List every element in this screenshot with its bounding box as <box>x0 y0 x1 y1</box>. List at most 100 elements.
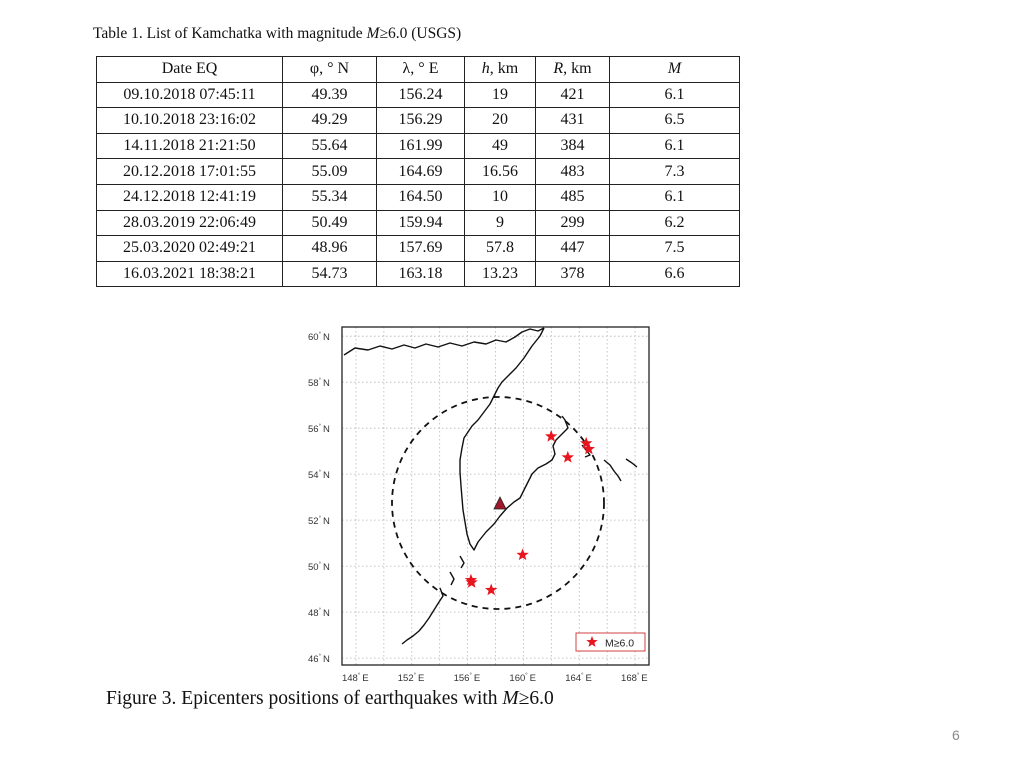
table-cell: 431 <box>535 107 610 134</box>
table-cell: 164.69 <box>376 158 465 185</box>
table-header-cell: h, km <box>464 56 536 83</box>
table-row: 20.12.2018 17:01:55 55.09 164.69 16.56 483 7.… <box>96 158 740 185</box>
table-cell: 48.96 <box>282 235 377 262</box>
table-cell: 483 <box>535 158 610 185</box>
latitude-labels: 60° N 58° N 56° N 54° N 52° N 50° N 48° N 46° N <box>308 332 330 665</box>
table-row: 14.11.2018 21:21:50 55.64 161.99 49 384 6.1 <box>96 132 740 160</box>
latitude-label: 54° N <box>308 470 330 481</box>
latitude-label: 48° N <box>308 608 330 619</box>
epicenter-star <box>580 436 593 449</box>
latitude-label: 60° N <box>308 332 330 343</box>
table-cell: 55.64 <box>282 132 377 160</box>
map-legend: M≥6.0 <box>575 632 646 652</box>
table-cell: 6.2 <box>609 209 740 237</box>
table-cell: 161.99 <box>376 132 465 160</box>
map-grid <box>342 327 649 665</box>
epicenter-star <box>516 548 529 561</box>
coastline <box>343 327 638 645</box>
table-row: 28.03.2019 22:06:49 50.49 159.94 9 299 6.2 <box>96 209 740 237</box>
table-cell: 20.12.2018 17:01:55 <box>96 158 283 185</box>
epicenter-star <box>465 576 478 588</box>
table-cell: 6.1 <box>609 183 740 211</box>
table-cell: 13.23 <box>464 260 536 288</box>
table-cell: 159.94 <box>376 209 465 237</box>
table-row: 25.03.2020 02:49:21 48.96 157.69 57.8 447 7.5 <box>96 235 740 262</box>
table-cell: 24.12.2018 12:41:19 <box>96 183 283 211</box>
table-header-cell: Date EQ <box>96 56 283 83</box>
table-cell: 6.1 <box>609 132 740 160</box>
table-cell: 485 <box>535 183 610 211</box>
table-cell: 55.09 <box>282 158 377 185</box>
table-cell: 55.34 <box>282 183 377 211</box>
table-caption: Table 1. List of Kamchatka with magnitud… <box>93 25 462 42</box>
epicenter-star <box>561 450 574 463</box>
epicenter-star <box>485 583 498 596</box>
table-cell: 28.03.2019 22:06:49 <box>96 209 283 237</box>
table-cell: 7.5 <box>609 235 740 262</box>
longitude-label: 156° E <box>454 673 481 684</box>
table-cell: 7.3 <box>609 158 740 185</box>
table-cell: 49.29 <box>282 107 377 134</box>
table-cell: 54.73 <box>282 260 377 288</box>
table-cell: 6.6 <box>609 260 740 288</box>
table-cell: 164.50 <box>376 183 465 211</box>
longitude-label: 160° E <box>509 673 536 684</box>
latitude-label: 58° N <box>308 378 330 389</box>
table-row: 24.12.2018 12:41:19 55.34 164.50 10 485 6.1 <box>96 183 740 211</box>
table-cell: 25.03.2020 02:49:21 <box>96 235 283 262</box>
table-cell: 156.29 <box>376 107 465 134</box>
table-header-cell: λ, ° E <box>376 56 465 83</box>
table-cell: 16.03.2021 18:38:21 <box>96 260 283 288</box>
latitude-label: 56° N <box>308 424 330 435</box>
table-cell: 10.10.2018 23:16:02 <box>96 107 283 134</box>
table-cell: 163.18 <box>376 260 465 288</box>
longitude-label: 168° E <box>621 673 648 684</box>
table-header-cell: φ, ° N <box>282 56 377 83</box>
table-cell: 9 <box>464 209 536 237</box>
epicenter-star <box>582 442 595 455</box>
table-row: 16.03.2021 18:38:21 54.73 163.18 13.23 378 6.… <box>96 260 740 288</box>
table-cell: 447 <box>535 235 610 262</box>
page-number: 6 <box>952 727 960 743</box>
table-row: 10.10.2018 23:16:02 49.29 156.29 20 431 6.5 <box>96 107 740 134</box>
table-cell: 378 <box>535 260 610 288</box>
station-triangle <box>493 496 507 510</box>
table-cell: 49.39 <box>282 81 377 109</box>
table-cell: 299 <box>535 209 610 237</box>
table-cell: 09.10.2018 07:45:11 <box>96 81 283 109</box>
legend-star-icon <box>586 636 598 647</box>
table-cell: 57.8 <box>464 235 536 262</box>
map-frame <box>341 326 650 666</box>
latitude-label: 46° N <box>308 654 330 665</box>
longitude-label: 164° E <box>565 673 592 684</box>
table-cell: 421 <box>535 81 610 109</box>
legend-box <box>575 632 646 652</box>
table-header-cell: R, km <box>535 56 610 83</box>
radius-circle <box>391 396 605 610</box>
table-row: 09.10.2018 07:45:11 49.39 156.24 19 421 6.1 <box>96 81 740 109</box>
table-cell: 10 <box>464 183 536 211</box>
longitude-labels: 148° E 152° E 156° E 160° E 164° E 168° E <box>342 673 648 684</box>
table-cell: 384 <box>535 132 610 160</box>
table-cell: 6.5 <box>609 107 740 134</box>
table-cell: 157.69 <box>376 235 465 262</box>
longitude-label: 152° E <box>398 673 425 684</box>
figure-caption: Figure 3. Epicenters positions of earthq… <box>106 688 554 709</box>
latitude-label: 50° N <box>308 562 330 573</box>
longitude-label: 148° E <box>342 673 369 684</box>
table-cell: 14.11.2018 21:21:50 <box>96 132 283 160</box>
table-cell: 20 <box>464 107 536 134</box>
table-cell: 49 <box>464 132 536 160</box>
epicenter-map: 60° N 58° N 56° N 54° N 52° N 50° N 48° N 46° N 148° E 15… <box>308 326 650 684</box>
table-cell: 156.24 <box>376 81 465 109</box>
table-cell: 50.49 <box>282 209 377 237</box>
table-cell: 6.1 <box>609 81 740 109</box>
epicenter-star <box>545 429 558 442</box>
legend-label: M≥6.0 <box>605 638 634 650</box>
table-cell: 16.56 <box>464 158 536 185</box>
table-cell: 19 <box>464 81 536 109</box>
table-header-cell: M <box>609 56 740 83</box>
latitude-label: 52° N <box>308 516 330 527</box>
